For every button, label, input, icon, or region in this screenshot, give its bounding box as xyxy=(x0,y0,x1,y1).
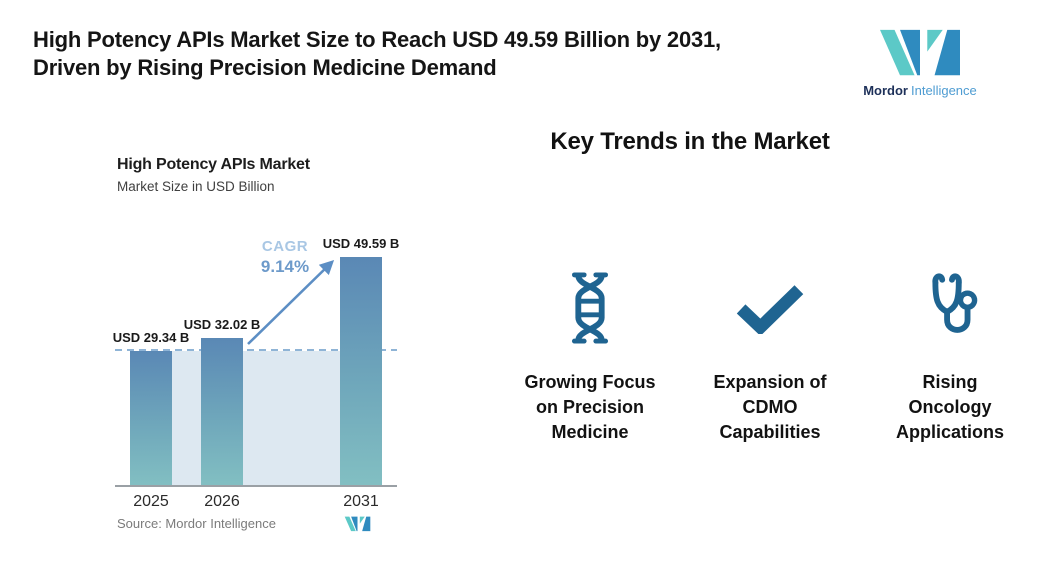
trend-oncology: Rising Oncology Applications xyxy=(860,262,1040,445)
cagr-value: 9.14% xyxy=(260,257,310,276)
x-axis-label: 2031 xyxy=(343,493,379,510)
trend-precision-medicine: Growing Focus on Precision Medicine xyxy=(500,262,680,445)
bar-value-label: USD 32.02 B xyxy=(183,317,261,332)
x-axis-label: 2026 xyxy=(204,493,240,510)
bar-value-label: USD 29.34 B xyxy=(112,330,190,345)
mordor-logo-small-icon xyxy=(344,516,371,532)
trend-caption-line: Rising xyxy=(922,372,978,392)
trend-caption-line: Applications xyxy=(895,422,1004,442)
stethoscope-icon xyxy=(932,273,978,333)
trend-caption-line: Growing Focus xyxy=(524,372,656,392)
bar-2031 xyxy=(340,257,382,486)
trend-caption-line: Expansion of xyxy=(713,372,827,392)
trend-caption-line: on Precision xyxy=(535,397,644,417)
trend-caption: Growing Focus on Precision Medicine xyxy=(524,370,655,445)
mordor-logo-icon xyxy=(880,29,960,76)
trend-icon-box xyxy=(735,262,805,354)
trend-icon-box xyxy=(570,262,610,354)
source-note: Source: Mordor Intelligence xyxy=(117,516,276,531)
checkmark-icon xyxy=(736,285,804,334)
brand-logo: Mordor Intelligence xyxy=(858,28,982,98)
growth-arrow-icon xyxy=(247,260,335,345)
trend-caption: Expansion of CDMO Capabilities xyxy=(713,370,826,445)
page-title-line-1: High Potency APIs Market Size to Reach U… xyxy=(33,27,721,52)
page-title: High Potency APIs Market Size to Reach U… xyxy=(33,26,833,82)
bar-value-label: USD 49.59 B xyxy=(322,236,400,251)
trend-caption: Rising Oncology Applications xyxy=(896,370,1004,445)
cagr-annotation: CAGR 9.14% xyxy=(261,238,309,277)
trend-caption-line: Medicine xyxy=(551,422,629,442)
x-axis-label: 2025 xyxy=(133,493,169,510)
trend-cdmo: Expansion of CDMO Capabilities xyxy=(680,262,860,445)
trends-row: Growing Focus on Precision Medicine Expa… xyxy=(500,262,1040,445)
dna-icon xyxy=(571,272,609,344)
brand-name: Mordor Intelligence xyxy=(863,83,977,98)
x-axis-line xyxy=(115,485,397,487)
trend-icon-box xyxy=(922,262,978,354)
bar-2025 xyxy=(130,351,172,486)
brand-name-light: Intelligence xyxy=(911,83,977,98)
page-title-line-2: Driven by Rising Precision Medicine Dema… xyxy=(33,55,497,80)
trends-heading: Key Trends in the Market xyxy=(550,128,830,155)
brand-name-bold: Mordor xyxy=(863,83,908,98)
dashed-reference-line xyxy=(115,349,397,351)
bar-chart: CAGR 9.14% USD 29.34 B 2025 USD 32.02 B 202… xyxy=(112,230,400,510)
chart-title: High Potency APIs Market xyxy=(117,156,310,173)
trend-caption-line: Capabilities xyxy=(719,422,821,442)
bar-2026 xyxy=(201,338,243,486)
chart-subtitle: Market Size in USD Billion xyxy=(117,179,275,194)
cagr-label: CAGR xyxy=(261,238,309,255)
trend-caption-line: CDMO xyxy=(742,397,798,417)
trend-caption-line: Oncology xyxy=(908,397,992,417)
